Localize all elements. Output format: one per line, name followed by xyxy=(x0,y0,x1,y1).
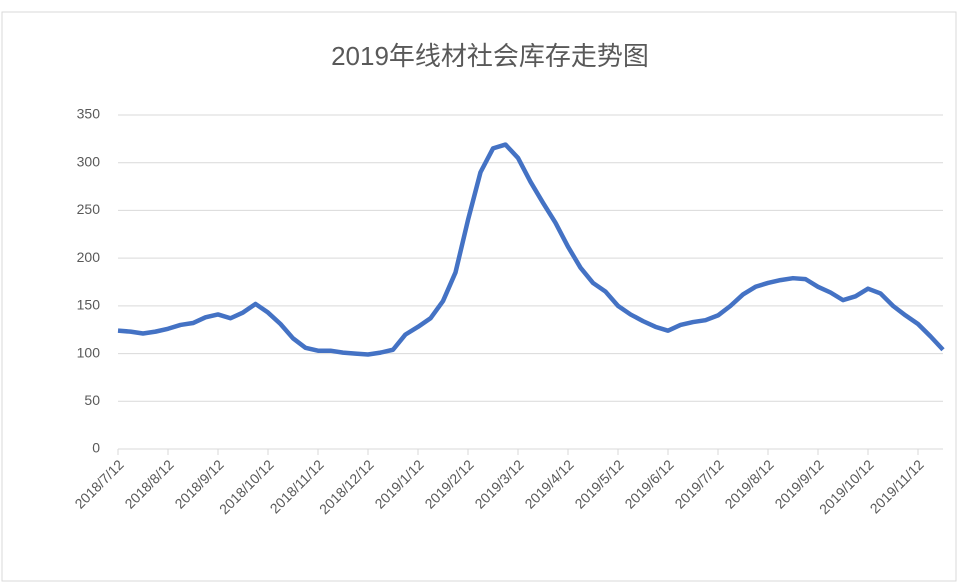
y-tick-label: 150 xyxy=(77,297,101,313)
y-tick-label: 50 xyxy=(84,392,100,408)
y-tick-label: 100 xyxy=(77,344,101,360)
data-line xyxy=(117,142,945,357)
y-tick-label: 250 xyxy=(77,201,101,217)
y-tick-label: 0 xyxy=(92,440,100,456)
y-tick-label: 200 xyxy=(77,249,101,265)
chart-frame xyxy=(1,11,957,582)
chart-title: 2019年线材社会库存走势图 xyxy=(331,41,649,71)
y-tick-label: 350 xyxy=(77,106,101,122)
y-tick-label: 300 xyxy=(77,153,101,169)
